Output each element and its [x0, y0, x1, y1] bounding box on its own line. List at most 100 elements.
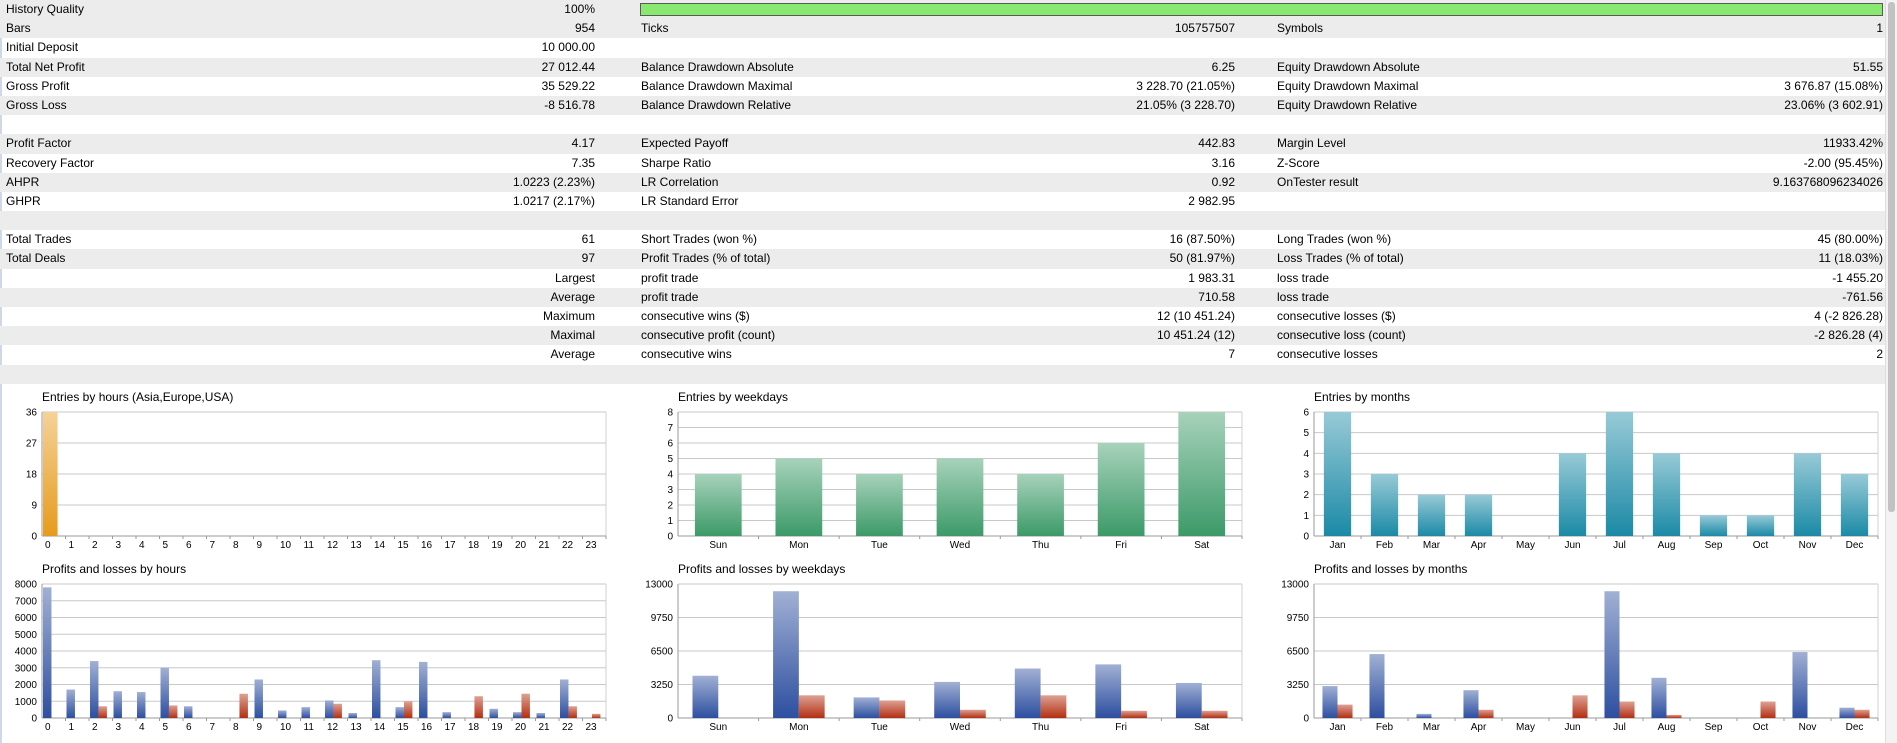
report-row: Initial Deposit 10 000.00	[0, 38, 1886, 57]
x-tick-label: 11	[304, 540, 315, 551]
vertical-scrollbar[interactable]	[1885, 0, 1897, 743]
bar-0	[43, 412, 58, 536]
profit-bar-3	[113, 691, 122, 718]
x-tick-label: May	[1516, 540, 1535, 551]
y-tick-label: 8000	[15, 580, 38, 591]
report-value-v1: Largest	[554, 270, 595, 285]
x-tick-label: Sep	[1705, 540, 1723, 551]
x-tick-label: Fri	[1115, 722, 1127, 733]
report-row: Maximum consecutive wins ($) 12 (10 451.24…	[0, 307, 1886, 326]
report-label-l1: Gross Profit	[6, 78, 70, 93]
profit-bar-Jan	[1322, 686, 1338, 718]
profit-bar-Jul	[1604, 591, 1620, 718]
y-tick-label: 3	[1303, 470, 1309, 481]
x-tick-label: 22	[562, 540, 574, 551]
x-tick-label: 5	[163, 540, 169, 551]
history-quality-bar	[640, 3, 1883, 16]
y-tick-label: 0	[667, 532, 673, 543]
loss-bar-12	[333, 703, 342, 718]
x-tick-label: 21	[539, 540, 551, 551]
x-tick-label: Jun	[1564, 722, 1580, 733]
x-tick-label: 14	[374, 540, 386, 551]
x-tick-label: Apr	[1471, 540, 1487, 551]
bar-Feb	[1370, 474, 1399, 536]
profit-bar-Dec	[1839, 707, 1855, 718]
report-row: Bars 954 Ticks 105757507 Symbols 1	[0, 19, 1886, 39]
x-tick-label: Mar	[1423, 540, 1441, 551]
y-tick-label: 13000	[1281, 580, 1309, 591]
profit-bar-21	[536, 712, 545, 718]
report-value-v2: 10 451.24 (12)	[1156, 328, 1235, 343]
x-tick-label: Sep	[1705, 722, 1723, 733]
x-tick-label: 6	[186, 540, 192, 551]
report-row: AHPR 1.0223 (2.23%) LR Correlation 0.92 OnTe…	[0, 172, 1886, 192]
report-label-l1: Initial Deposit	[6, 40, 79, 55]
profit-bar-4	[137, 692, 146, 718]
report-label-l3: Loss Trades (% of total)	[1277, 251, 1404, 266]
report-value-v2: 3.16	[1211, 155, 1235, 170]
x-tick-label: Wed	[950, 722, 970, 733]
report-value-v3: 9.163768096234026	[1772, 174, 1883, 189]
y-tick-label: 9750	[1287, 613, 1310, 624]
y-tick-label: 3000	[15, 663, 38, 674]
loss-bar-Tue	[879, 700, 906, 718]
report-value-v1: 97	[581, 251, 595, 266]
y-tick-label: 0	[31, 532, 37, 543]
y-tick-label: 7000	[15, 596, 38, 607]
y-tick-label: 0	[1303, 714, 1309, 725]
report-label-l2: consecutive profit (count)	[641, 328, 776, 343]
x-tick-label: 2	[92, 722, 98, 733]
profit-bar-Feb	[1369, 654, 1385, 718]
report-label-l1: GHPR	[6, 193, 41, 208]
profit-bar-17	[442, 712, 451, 718]
report-label-l2: consecutive wins	[641, 347, 732, 362]
chart-svg: 0 3250 6500 9750 13000 Sun Mon Tue Wed Thu Fri Sat	[645, 580, 1243, 733]
chart-title: Profits and losses by months	[1314, 562, 1468, 576]
report-value-v1: 7.35	[571, 155, 595, 170]
y-tick-label: 2	[1303, 490, 1309, 501]
report-value-v2: 21.05% (3 228.70)	[1136, 97, 1235, 112]
y-tick-label: 0	[31, 714, 37, 725]
report-row: Average consecutive wins 7 consecutive loss…	[0, 345, 1886, 364]
x-tick-label: Feb	[1376, 722, 1394, 733]
x-tick-label: 12	[327, 540, 339, 551]
report-label-l3: Margin Level	[1277, 136, 1346, 151]
profit-bar-10	[278, 710, 287, 718]
profit-bar-Mon	[773, 591, 799, 718]
x-tick-label: Feb	[1376, 540, 1394, 551]
profit-bar-13	[348, 712, 357, 718]
bar-Jan	[1323, 412, 1352, 536]
report-row: Recovery Factor 7.35 Sharpe Ratio 3.16 Z-Sco…	[0, 154, 1886, 173]
chart-title: Entries by months	[1314, 390, 1411, 404]
profit-bar-2	[90, 661, 99, 718]
profit-bar-11	[301, 707, 310, 718]
x-tick-label: 5	[163, 722, 169, 733]
loss-bar-Thu	[1040, 695, 1067, 718]
scrollbar-thumb[interactable]	[1888, 2, 1895, 512]
y-tick-label: 6	[667, 439, 673, 450]
report-label-l3: consecutive losses	[1277, 347, 1378, 362]
x-tick-label: Oct	[1753, 540, 1769, 551]
x-tick-label: 13	[351, 540, 363, 551]
report-value-v2: 16 (87.50%)	[1169, 232, 1235, 247]
bar-Apr	[1464, 494, 1493, 536]
report-value-v3: 2	[1876, 347, 1883, 362]
x-tick-label: Tue	[871, 540, 888, 551]
report-label-l2: LR Correlation	[641, 174, 719, 189]
x-tick-label: 23	[586, 540, 598, 551]
y-tick-label: 4000	[15, 647, 38, 658]
chart-entries-by-hours: 0 9 18 27 36 0 1 2 3 4 5 6 7 8 9 10 11 12 13 14 15 16 17 18 19 20…	[0, 390, 620, 551]
chart-title: Profits and losses by weekdays	[678, 562, 846, 576]
profit-bar-20	[513, 712, 522, 718]
x-tick-label: 18	[468, 540, 480, 551]
report-value-v3: 45 (80.00%)	[1817, 232, 1883, 247]
report-label-l3: Z-Score	[1277, 155, 1320, 170]
loss-bar-5	[168, 705, 178, 718]
report-label-l1: Total Net Profit	[6, 59, 85, 74]
bar-Oct	[1746, 515, 1775, 536]
y-tick-label: 2000	[15, 680, 38, 691]
y-tick-label: 0	[667, 714, 673, 725]
report-value-v2: 50 (81.97%)	[1169, 251, 1235, 266]
y-tick-label: 6500	[1287, 647, 1310, 658]
bar-Thu	[1017, 474, 1064, 536]
